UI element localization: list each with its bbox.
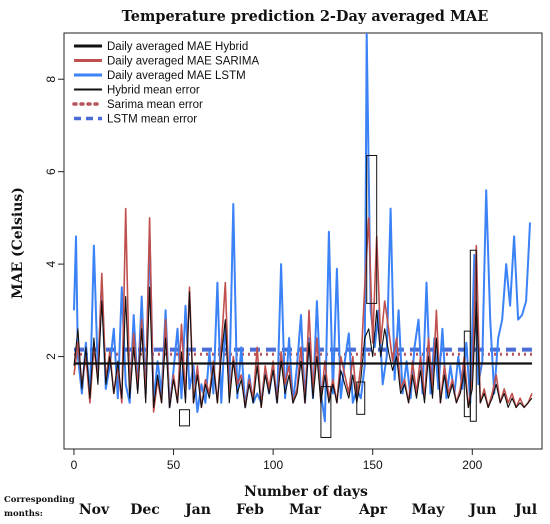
legend-label: Sarima mean error	[107, 99, 203, 111]
y-tick-label: 8	[44, 76, 58, 83]
y-tick-label: 2	[44, 353, 58, 360]
legend-label: Daily averaged MAE Hybrid	[107, 41, 248, 53]
x-tick-label: 100	[263, 458, 283, 472]
x-tick-label: 50	[167, 458, 181, 472]
month-label: Jun	[468, 502, 497, 518]
highlight-box-2	[320, 386, 332, 438]
legend-label: LSTM mean error	[107, 114, 197, 126]
y-axis-title: MAE (Celsius)	[10, 187, 26, 299]
legend-label: Daily averaged MAE SARIMA	[107, 56, 259, 68]
highlight-box-1	[179, 409, 190, 427]
month-label: Apr	[358, 502, 388, 518]
legend-label: Hybrid mean error	[107, 85, 200, 97]
plot-area-frame	[63, 32, 543, 450]
series-lines	[73, 33, 533, 423]
month-label: Dec	[130, 502, 160, 518]
x-axis-title: Number of days	[244, 484, 368, 500]
corresponding-months: Corresponding months: Nov Dec Jan Feb Mar Apr Ma…	[4, 495, 537, 519]
month-label: Feb	[236, 502, 264, 518]
highlight-box-4	[366, 154, 378, 304]
x-tick-label: 200	[462, 458, 482, 472]
chart-title: Temperature prediction 2-Day averaged MA…	[122, 8, 489, 25]
month-label: Jan	[183, 502, 211, 518]
month-label: Nov	[79, 502, 110, 518]
corresponding-label: Corresponding	[4, 495, 75, 505]
series-line-hybrid	[73, 286, 533, 408]
y-tick-label: 6	[44, 168, 58, 175]
corresponding-label: months:	[4, 509, 43, 519]
month-label: May	[412, 502, 446, 518]
highlight-box-6	[469, 249, 477, 422]
legend-label: Daily averaged MAE LSTM	[107, 70, 246, 82]
x-tick-label: 150	[363, 458, 383, 472]
highlight-box-3	[356, 381, 366, 415]
month-label: Jul	[513, 502, 537, 518]
axes: 0 50 100 150 200 2 4 6 8	[44, 76, 482, 472]
legend: Daily averaged MAE Hybrid Daily averaged …	[72, 41, 259, 126]
highlight-boxes	[73, 154, 533, 438]
month-label: Mar	[289, 502, 322, 518]
x-tick-label: 0	[71, 458, 78, 472]
y-tick-label: 4	[44, 260, 58, 267]
